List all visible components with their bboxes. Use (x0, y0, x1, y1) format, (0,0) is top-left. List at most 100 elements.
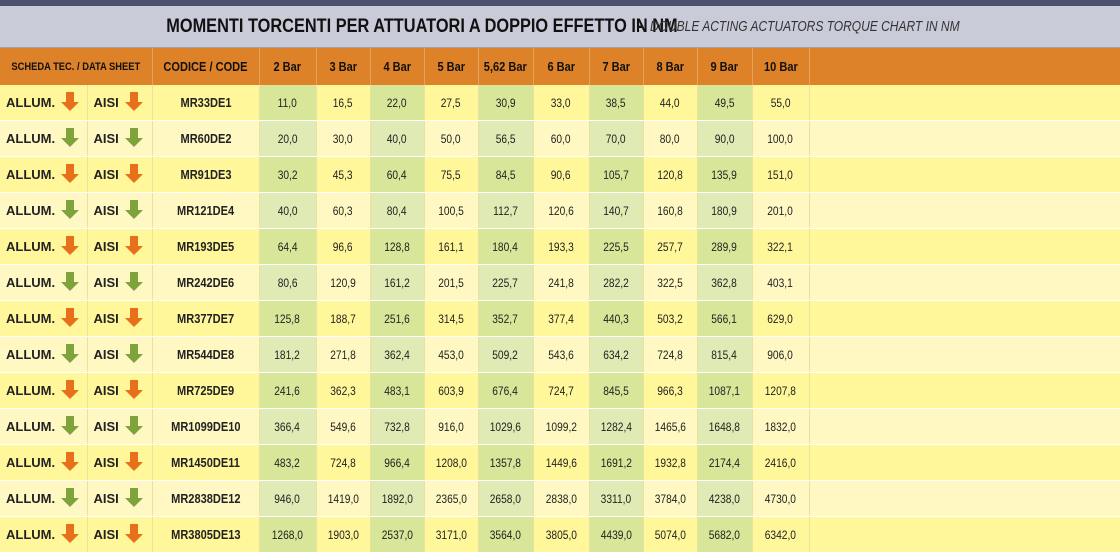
green-download-icon[interactable] (61, 344, 80, 363)
orange-download-icon[interactable] (124, 92, 143, 111)
torque-value: 11,0 (259, 85, 317, 121)
orange-download-icon[interactable] (61, 452, 80, 471)
allum-datasheet-link[interactable]: ALLUM. (0, 300, 88, 337)
aisi-datasheet-link[interactable]: AISI (87, 120, 153, 157)
torque-value: 634,2 (589, 336, 644, 373)
orange-download-icon[interactable] (61, 164, 80, 183)
allum-label: ALLUM. (6, 311, 56, 326)
torque-value: 1357,8 (478, 444, 534, 481)
green-download-icon[interactable] (61, 488, 80, 507)
torque-value: 64,4 (259, 228, 317, 265)
orange-download-icon[interactable] (124, 164, 143, 183)
orange-download-icon[interactable] (124, 380, 143, 399)
allum-datasheet-link[interactable]: ALLUM. (0, 228, 88, 265)
header-pressure: 3 Bar (316, 48, 371, 85)
header-pressure: 7 Bar (589, 48, 644, 85)
aisi-datasheet-link[interactable]: AISI (87, 444, 153, 481)
torque-value: 815,4 (697, 336, 753, 373)
green-download-icon[interactable] (61, 128, 80, 147)
allum-datasheet-link[interactable]: ALLUM. (0, 156, 88, 193)
aisi-datasheet-link[interactable]: AISI (87, 372, 153, 409)
torque-value: 33,0 (533, 85, 590, 121)
aisi-datasheet-link[interactable]: AISI (87, 516, 153, 553)
torque-value: 30,0 (316, 120, 371, 157)
allum-datasheet-link[interactable]: ALLUM. (0, 85, 88, 121)
torque-value: 140,7 (589, 192, 644, 229)
torque-value: 225,7 (478, 264, 534, 301)
aisi-datasheet-link[interactable]: AISI (87, 264, 153, 301)
allum-datasheet-link[interactable]: ALLUM. (0, 336, 88, 373)
aisi-datasheet-link[interactable]: AISI (87, 300, 153, 337)
green-download-icon[interactable] (61, 200, 80, 219)
table-row: ALLUM. AISI MR1099DE10 366,4 549,6 732,8 916,0… (0, 408, 1120, 445)
green-download-icon[interactable] (124, 344, 143, 363)
torque-value: 566,1 (697, 300, 753, 337)
orange-download-icon[interactable] (61, 92, 80, 111)
allum-datasheet-link[interactable]: ALLUM. (0, 516, 88, 553)
allum-datasheet-link[interactable]: ALLUM. (0, 264, 88, 301)
torque-value: 105,7 (589, 156, 644, 193)
allum-datasheet-link[interactable]: ALLUM. (0, 372, 88, 409)
aisi-datasheet-link[interactable]: AISI (87, 336, 153, 373)
aisi-datasheet-link[interactable]: AISI (87, 192, 153, 229)
green-download-icon[interactable] (124, 128, 143, 147)
orange-download-icon[interactable] (124, 236, 143, 255)
torque-value: 3171,0 (424, 516, 479, 553)
allum-label: ALLUM. (6, 347, 56, 362)
green-download-icon[interactable] (124, 272, 143, 291)
green-download-icon[interactable] (124, 200, 143, 219)
aisi-label: AISI (93, 383, 119, 398)
torque-value: 100,0 (752, 120, 810, 157)
torque-value: 377,4 (533, 300, 590, 337)
allum-datasheet-link[interactable]: ALLUM. (0, 444, 88, 481)
torque-value: 453,0 (424, 336, 479, 373)
green-download-icon[interactable] (124, 488, 143, 507)
torque-value: 352,7 (478, 300, 534, 337)
orange-download-icon[interactable] (61, 380, 80, 399)
orange-download-icon[interactable] (61, 524, 80, 543)
torque-value: 180,9 (697, 192, 753, 229)
torque-value: 257,7 (643, 228, 698, 265)
aisi-label: AISI (93, 419, 119, 434)
table-row: ALLUM. AISI MR544DE8 181,2 271,8 362,4 453,0 50… (0, 336, 1120, 373)
orange-download-icon[interactable] (61, 308, 80, 327)
orange-download-icon[interactable] (124, 524, 143, 543)
orange-download-icon[interactable] (124, 308, 143, 327)
allum-datasheet-link[interactable]: ALLUM. (0, 192, 88, 229)
torque-value: 1903,0 (316, 516, 371, 553)
torque-value: 403,1 (752, 264, 810, 301)
aisi-label: AISI (93, 275, 119, 290)
aisi-datasheet-link[interactable]: AISI (87, 156, 153, 193)
green-download-icon[interactable] (61, 416, 80, 435)
allum-datasheet-link[interactable]: ALLUM. (0, 408, 88, 445)
aisi-datasheet-link[interactable]: AISI (87, 85, 153, 121)
torque-value: 724,8 (316, 444, 371, 481)
aisi-datasheet-link[interactable]: AISI (87, 408, 153, 445)
title-subtitle: DOUBLE ACTING ACTUATORS TORQUE CHART IN … (649, 18, 960, 35)
torque-value: 906,0 (752, 336, 810, 373)
orange-download-icon[interactable] (61, 236, 80, 255)
green-download-icon[interactable] (61, 272, 80, 291)
aisi-label: AISI (93, 491, 119, 506)
orange-download-icon[interactable] (124, 452, 143, 471)
torque-value: 75,5 (424, 156, 479, 193)
allum-datasheet-link[interactable]: ALLUM. (0, 120, 88, 157)
aisi-datasheet-link[interactable]: AISI (87, 480, 153, 517)
torque-value: 2365,0 (424, 480, 479, 517)
product-code: MR377DE7 (152, 300, 260, 337)
torque-value: 201,5 (424, 264, 479, 301)
torque-value: 96,6 (316, 228, 371, 265)
torque-value: 362,8 (697, 264, 753, 301)
product-code: MR33DE1 (152, 85, 260, 121)
torque-value: 483,1 (370, 372, 425, 409)
table-row: ALLUM. AISI MR33DE1 11,0 16,5 22,0 27,5 30,9 33,… (0, 85, 1120, 121)
table-row: ALLUM. AISI MR3805DE13 1268,0 1903,0 2537,0 31… (0, 516, 1120, 553)
product-code: MR725DE9 (152, 372, 260, 409)
green-download-icon[interactable] (124, 416, 143, 435)
allum-datasheet-link[interactable]: ALLUM. (0, 480, 88, 517)
aisi-datasheet-link[interactable]: AISI (87, 228, 153, 265)
aisi-label: AISI (93, 455, 119, 470)
torque-value: 1419,0 (316, 480, 371, 517)
torque-value: 56,5 (478, 120, 534, 157)
row-filler (809, 120, 1120, 157)
